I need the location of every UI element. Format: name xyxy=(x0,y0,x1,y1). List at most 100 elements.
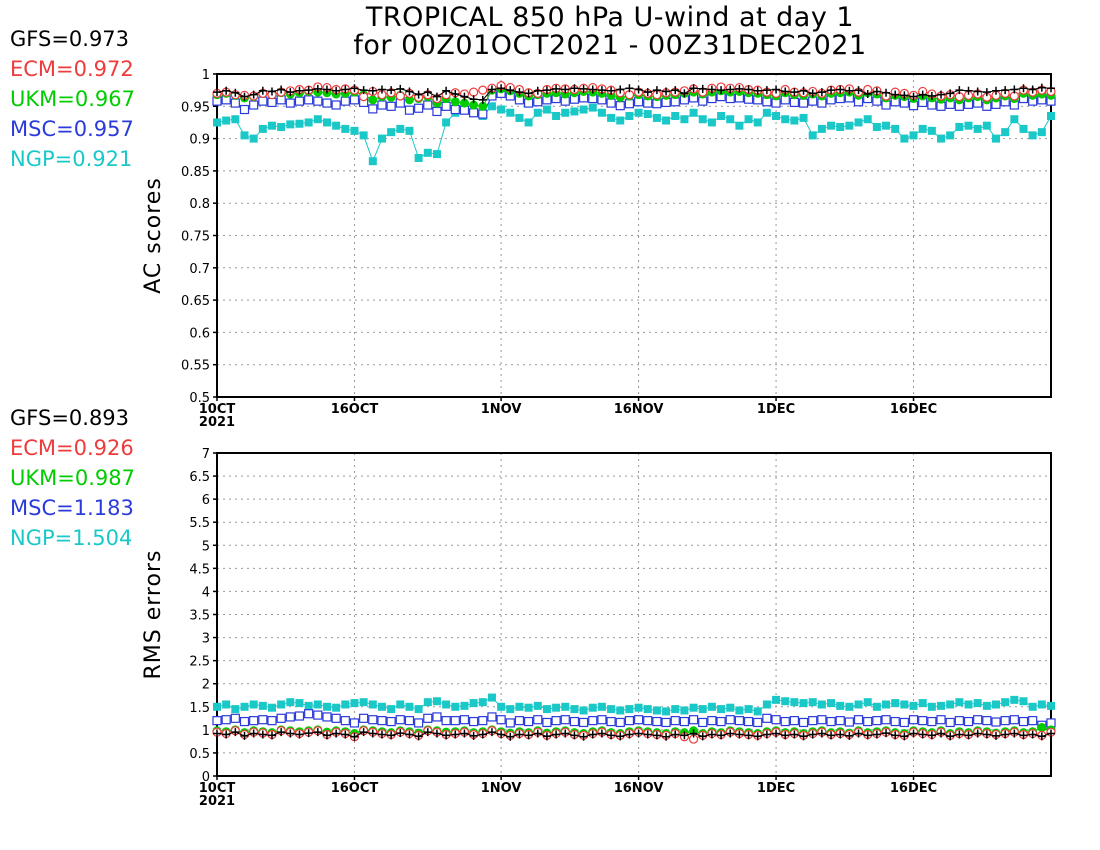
data-point xyxy=(313,96,323,106)
data-point xyxy=(744,731,753,740)
data-point xyxy=(267,703,276,712)
data-point xyxy=(789,97,799,108)
data-point xyxy=(368,95,378,105)
data-point xyxy=(652,113,661,122)
data-point xyxy=(249,729,258,738)
data-point xyxy=(249,100,259,110)
data-point xyxy=(634,729,643,738)
data-point xyxy=(946,89,955,98)
data-point xyxy=(341,700,350,709)
data-point xyxy=(689,108,698,117)
data-point xyxy=(231,728,240,737)
data-point xyxy=(891,731,900,740)
data-point xyxy=(231,705,240,714)
data-point xyxy=(460,729,469,738)
data-point xyxy=(662,116,671,125)
data-point xyxy=(588,85,597,94)
data-point xyxy=(533,715,543,725)
data-point xyxy=(552,111,561,120)
y-tick-label: 1.5 xyxy=(189,701,210,716)
y-tick-label: 6.5 xyxy=(189,470,210,485)
data-point xyxy=(716,716,726,727)
data-point xyxy=(772,729,781,738)
data-point xyxy=(277,728,286,737)
y-tick-label: 0.5 xyxy=(189,747,210,762)
data-point xyxy=(230,713,240,723)
data-point xyxy=(579,706,588,715)
data-point xyxy=(249,716,259,726)
data-point xyxy=(350,732,359,741)
data-point xyxy=(992,86,1001,95)
y-tick-label: 5 xyxy=(202,539,210,554)
data-point xyxy=(432,150,441,159)
data-point xyxy=(652,706,661,715)
data-point xyxy=(222,116,231,125)
data-point xyxy=(615,101,625,111)
data-point xyxy=(1001,86,1010,95)
data-point xyxy=(909,131,918,140)
data-point xyxy=(414,732,423,741)
data-point xyxy=(570,731,579,740)
data-point xyxy=(451,702,460,711)
data-point xyxy=(497,84,506,93)
data-point xyxy=(460,701,469,710)
data-point xyxy=(680,89,689,98)
data-point xyxy=(405,87,414,96)
y-tick-label: 3 xyxy=(202,632,210,647)
x-tick-label: 16NOV xyxy=(614,781,664,796)
data-point xyxy=(432,729,441,738)
data-point xyxy=(954,716,964,726)
data-point xyxy=(386,716,396,727)
data-point xyxy=(872,87,881,96)
data-point xyxy=(240,92,249,101)
data-point xyxy=(423,88,432,97)
data-point xyxy=(222,730,231,739)
data-point xyxy=(222,700,231,709)
legend-ac-scores: GFS=0.973 ECM=0.972 UKM=0.967 MSC=0.957 … xyxy=(10,24,135,174)
data-point xyxy=(707,118,716,127)
data-point xyxy=(973,729,982,738)
data-point xyxy=(395,91,405,101)
data-point xyxy=(387,731,396,740)
data-point xyxy=(808,716,818,726)
title-line-2: for 00Z01OCT2021 - 00Z31DEC2021 xyxy=(353,30,867,61)
data-point xyxy=(561,729,570,738)
data-point xyxy=(570,107,579,116)
data-point xyxy=(231,115,240,124)
data-point xyxy=(497,702,506,711)
data-point xyxy=(277,700,286,709)
data-point xyxy=(927,731,936,740)
data-point xyxy=(277,85,286,94)
data-point xyxy=(414,103,424,113)
data-point xyxy=(891,124,900,133)
y-tick-label: 0.7 xyxy=(189,262,210,277)
data-point xyxy=(900,732,909,741)
data-point xyxy=(661,717,671,728)
data-point xyxy=(780,716,790,727)
data-point xyxy=(937,134,946,143)
data-point xyxy=(377,85,386,94)
data-point xyxy=(771,715,781,725)
data-point xyxy=(827,699,836,708)
data-point xyxy=(891,699,900,708)
data-point xyxy=(441,716,451,726)
data-point xyxy=(726,703,735,712)
data-point xyxy=(662,732,671,741)
data-point xyxy=(680,115,689,124)
data-point xyxy=(624,99,635,109)
data-point xyxy=(863,731,872,740)
data-point xyxy=(955,86,964,95)
legend-rms-errors: GFS=0.893 ECM=0.926 UKM=0.987 MSC=1.183 … xyxy=(10,403,135,553)
data-point xyxy=(450,716,460,726)
data-point xyxy=(1019,124,1028,133)
data-point xyxy=(689,729,698,738)
data-point xyxy=(789,716,799,726)
data-point xyxy=(597,729,606,738)
data-point xyxy=(368,104,378,114)
data-point xyxy=(349,95,360,105)
data-point xyxy=(350,699,359,708)
data-point xyxy=(634,85,643,94)
plot-frame xyxy=(216,452,1052,777)
y-tick-label: 0.75 xyxy=(181,230,210,245)
data-point xyxy=(213,118,221,127)
